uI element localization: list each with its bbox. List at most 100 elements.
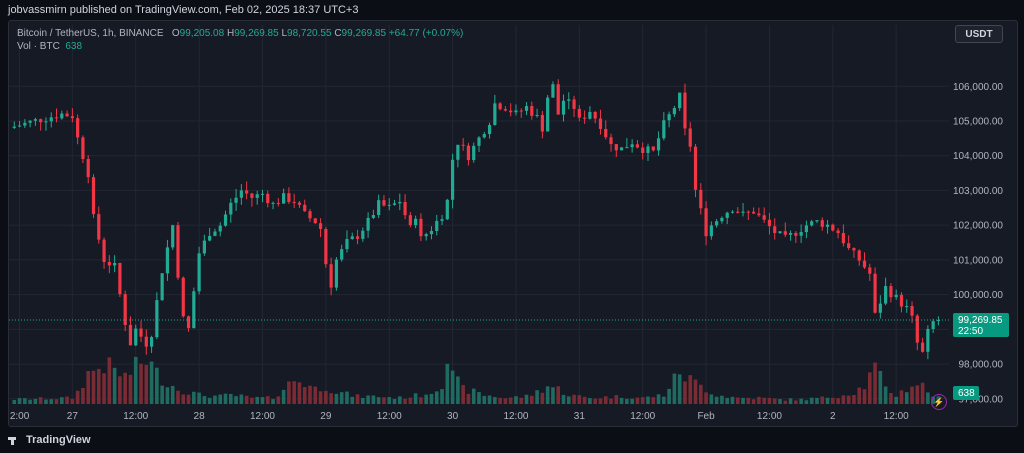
- volume-bar: [413, 393, 418, 404]
- candle-body: [128, 324, 133, 346]
- volume-bar: [799, 398, 803, 404]
- candle-body: [186, 316, 191, 329]
- volume-bar: [112, 367, 117, 404]
- candle-body: [725, 212, 729, 218]
- candle-body: [123, 294, 127, 325]
- candle-body: [377, 200, 381, 216]
- candle-body: [213, 231, 217, 236]
- candle-body: [440, 219, 444, 221]
- volume-bar: [693, 379, 698, 404]
- volume-bar: [75, 390, 80, 404]
- x-tick-label: 12:00: [377, 411, 402, 422]
- candle-body: [86, 158, 90, 178]
- candle-body: [672, 108, 676, 115]
- volume-bar: [329, 393, 333, 404]
- volume-bar: [366, 395, 370, 404]
- volume-bar: [841, 395, 846, 404]
- y-tick-label: 101,000.00: [953, 255, 1003, 266]
- volume-bar: [192, 391, 196, 404]
- candle-body: [868, 267, 872, 274]
- ohlc-legend: Bitcoin / TetherUS, 1h, BINANCE O99,205.…: [17, 27, 463, 41]
- candle-body: [831, 224, 835, 231]
- candle-body: [709, 225, 713, 237]
- open-label: O: [171, 28, 180, 39]
- candle-body: [635, 144, 640, 148]
- candle-body: [54, 117, 59, 119]
- volume-bar: [751, 399, 756, 404]
- volume-bar: [38, 397, 43, 404]
- candle-body: [519, 110, 523, 112]
- x-tick-label: 12:00: [250, 411, 275, 422]
- candle-body: [361, 230, 365, 239]
- volume-bar: [133, 356, 138, 404]
- candle-body: [683, 92, 687, 129]
- candle-body: [245, 190, 249, 194]
- volume-bar: [287, 381, 291, 404]
- volume-bar: [730, 396, 735, 404]
- volume-bar: [65, 396, 69, 404]
- candle-body: [234, 197, 238, 203]
- volume-bar: [477, 392, 481, 404]
- candle-body: [340, 249, 344, 260]
- candle-body: [678, 92, 682, 109]
- candle-body: [160, 273, 164, 301]
- volume-bar: [551, 387, 555, 404]
- volume-bar: [165, 387, 170, 404]
- chart-panel[interactable]: 97,000.0098,000.0099,000.00100,000.00101…: [8, 20, 1018, 427]
- footer-brand[interactable]: TradingView: [8, 432, 91, 448]
- volume-bar: [371, 395, 376, 404]
- candle-body: [49, 117, 53, 122]
- symbol-label[interactable]: Bitcoin / TetherUS, 1h, BINANCE: [17, 28, 164, 39]
- candlestick-chart[interactable]: 97,000.0098,000.0099,000.00100,000.00101…: [9, 21, 1017, 426]
- volume-bar: [852, 395, 856, 404]
- volume-bar: [698, 384, 703, 404]
- volume-bar: [846, 395, 851, 404]
- candle-body: [65, 113, 69, 117]
- volume-bar: [809, 397, 814, 404]
- candle-body: [318, 223, 323, 230]
- volume-bar: [498, 397, 502, 404]
- x-tick-label: 30: [447, 411, 459, 422]
- publisher-text: jobvassmirn published on TradingView.com…: [8, 4, 359, 16]
- volume-bar: [450, 370, 455, 404]
- volume-bar: [603, 396, 608, 404]
- volume-bar: [91, 370, 96, 404]
- candle-body: [144, 336, 148, 347]
- volume-bar: [619, 397, 624, 404]
- candle-body: [208, 235, 212, 241]
- candle-body: [514, 110, 518, 113]
- volume-bar: [788, 398, 793, 404]
- candle-body: [810, 221, 814, 226]
- volume-bar: [662, 396, 666, 404]
- lightning-icon[interactable]: ⚡: [931, 394, 947, 410]
- candle-body: [852, 248, 856, 251]
- candle-body: [60, 113, 64, 119]
- candle-body: [915, 315, 919, 343]
- candle-body: [720, 217, 724, 222]
- candle-body: [197, 253, 201, 292]
- candle-body: [794, 232, 798, 236]
- candle-body: [625, 147, 629, 149]
- currency-button[interactable]: USDT: [955, 25, 1003, 43]
- candle-body: [847, 243, 851, 249]
- candle-body: [619, 147, 624, 151]
- x-tick-label: 27: [67, 411, 79, 422]
- volume-bar: [471, 388, 476, 404]
- candle-body: [730, 211, 735, 213]
- candle-body: [292, 201, 296, 203]
- candle-body: [757, 213, 761, 216]
- candle-body: [250, 193, 254, 198]
- candle-body: [287, 193, 291, 202]
- volume-bar: [244, 395, 249, 404]
- volume-bar: [445, 363, 450, 404]
- volume-bar: [276, 396, 281, 404]
- candle-body: [926, 328, 930, 352]
- candle-body: [825, 224, 830, 227]
- candle-body: [392, 203, 397, 205]
- volume-bar: [318, 391, 323, 404]
- volume-bar: [382, 397, 386, 404]
- candle-body: [905, 306, 909, 308]
- volume-label: Vol · BTC: [17, 41, 60, 52]
- candle-body: [297, 202, 302, 205]
- volume-bar: [213, 395, 217, 404]
